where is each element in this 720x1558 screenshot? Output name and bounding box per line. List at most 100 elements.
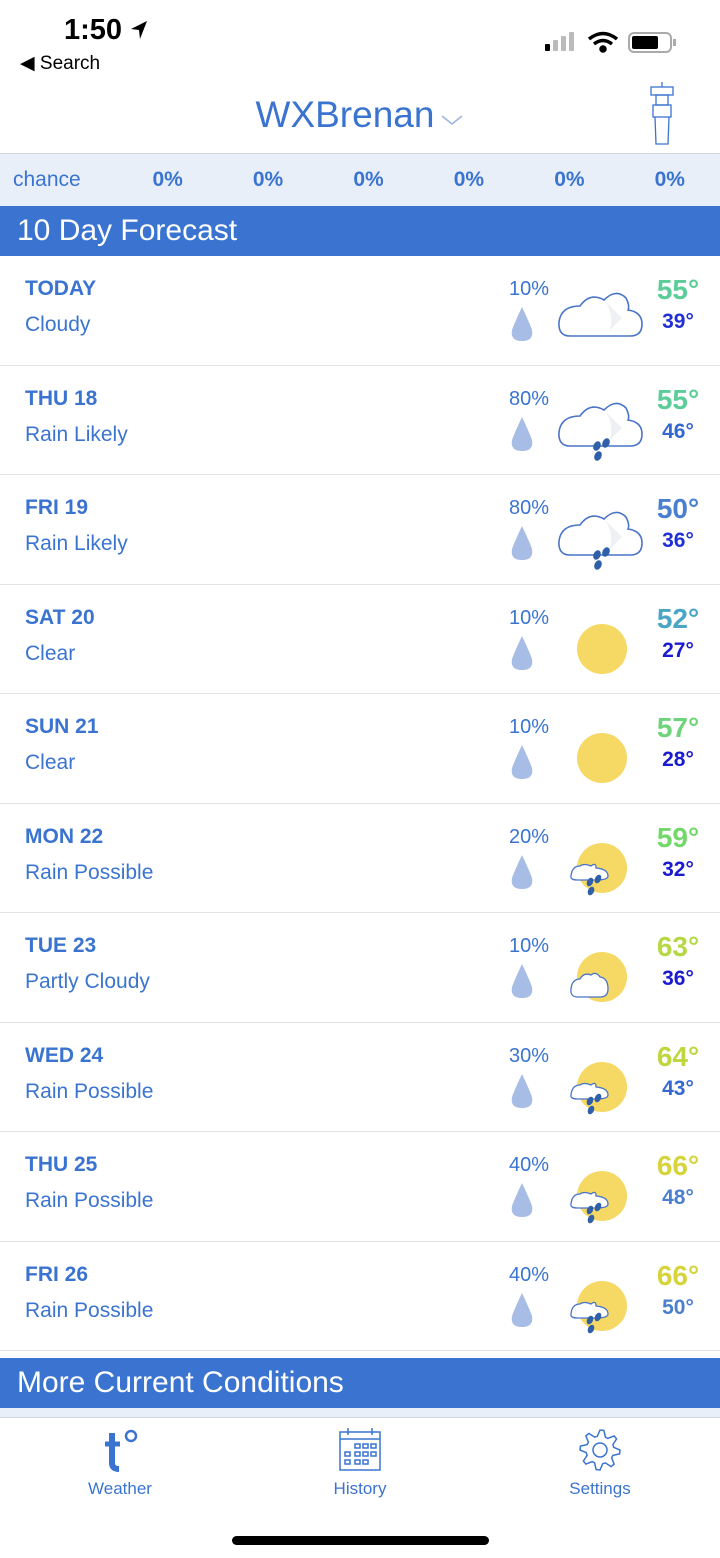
day-label: THU 25 [25,1153,98,1176]
condition-text: Rain Likely [25,532,128,555]
chance-value: 0% [252,168,284,191]
tab-history[interactable]: History [240,1419,480,1509]
hourly-chance-row: chance 0% 0% 0% 0% 0% 0% [0,153,720,206]
low-temp: 50° [662,1295,694,1319]
precip-chance: 10% [508,606,550,629]
day-label: TUE 23 [25,934,97,957]
tab-weather[interactable]: Weather [0,1419,240,1509]
calendar-icon [339,1428,381,1471]
high-temp: 66° [656,1259,700,1291]
tab-label: Settings [569,1479,631,1498]
rain-cloud-icon [558,511,643,570]
forecast-list: TODAY Cloudy 10% 55° 39° THU 18 Rain Like… [0,256,720,1351]
chance-value: 0% [554,168,585,191]
status-bar: 1:50 ◀ Search [0,0,720,80]
high-temp: 50° [656,493,700,524]
back-label: Search [39,53,101,74]
forecast-row[interactable]: THU 25 Rain Possible 40% 66° 48° [0,1132,720,1242]
forecast-section-header: 10 Day Forecast [0,206,720,256]
cloudy-icon [558,292,643,337]
forecast-row[interactable]: FRI 26 Rain Possible 40% 66° 50° [0,1242,720,1351]
location-arrow-icon [131,21,147,39]
condition-text: Rain Possible [25,860,154,884]
condition-text: Cloudy [25,313,91,336]
tab-bar: Weather History Settings [0,1419,720,1509]
raindrop-icon [511,1292,533,1327]
raindrop-icon [511,307,533,341]
station-selector[interactable]: WXBrenan [0,94,720,136]
gear-icon [579,1429,621,1471]
precip-chance: 80% [508,387,550,410]
sun-rain-icon [570,1280,627,1333]
high-temp: 55° [656,274,700,305]
day-label: SUN 21 [25,715,99,738]
day-label: FRI 19 [25,496,89,519]
sun-rain-icon [570,1171,627,1224]
back-to-search-link[interactable]: ◀ Search [20,53,101,74]
forecast-row[interactable]: TODAY Cloudy 10% 55° 39° [0,256,720,366]
low-temp: 36° [662,967,694,990]
raindrop-icon [511,635,533,670]
high-temp: 57° [656,712,700,743]
forecast-row[interactable]: THU 18 Rain Likely 80% 55° 46° [0,366,720,475]
low-temp: 39° [662,310,694,333]
low-temp: 28° [662,748,694,771]
precip-chance: 10% [508,716,550,738]
day-label: TODAY [25,277,97,300]
forecast-row[interactable]: SUN 21 Clear 10% 57° 28° [0,694,720,804]
forecast-row[interactable]: SAT 20 Clear 10% 52° 27° [0,585,720,694]
chance-label: chance [13,168,81,191]
high-temp: 59° [656,821,700,853]
status-icons [545,31,676,53]
precip-chance: 40% [508,1263,550,1286]
day-label: THU 18 [25,386,98,410]
clock: 1:50 [64,14,123,46]
condition-text: Partly Cloudy [25,970,150,993]
raindrop-icon [511,745,533,779]
chevron-down-icon [441,115,463,125]
precip-chance: 30% [508,1044,550,1067]
tab-settings[interactable]: Settings [480,1419,720,1509]
weather-station-icon[interactable] [648,82,676,146]
station-name: WXBrenan [255,94,435,135]
battery-icon [628,32,676,53]
high-temp: 64° [656,1040,700,1072]
forecast-row[interactable]: TUE 23 Partly Cloudy 10% 63° 36° [0,913,720,1023]
sun-icon [577,733,627,783]
precip-chance: 10% [508,278,550,300]
high-temp: 55° [656,383,700,415]
cellular-signal-icon [545,32,574,51]
partly-cloudy-icon [570,952,627,1002]
forecast-row[interactable]: MON 22 Rain Possible 20% 59° 32° [0,804,720,913]
forecast-row[interactable]: FRI 19 Rain Likely 80% 50° 36° [0,475,720,585]
chance-value: 0% [353,168,384,191]
low-temp: 27° [662,638,694,662]
condition-text: Clear [25,751,76,774]
low-temp: 48° [662,1186,694,1209]
day-label: WED 24 [25,1043,104,1067]
rain-cloud-icon [558,402,643,461]
low-temp: 43° [662,1076,694,1100]
more-conditions-header[interactable]: More Current Conditions [0,1358,720,1408]
condition-text: Rain Possible [25,1079,154,1103]
day-label: MON 22 [25,824,104,848]
chance-value: 0% [453,168,485,191]
sun-rain-icon [570,1061,627,1114]
chance-value: 0% [152,168,183,191]
chance-value: 0% [654,168,685,191]
wifi-icon [587,31,619,53]
forecast-row[interactable]: WED 24 Rain Possible 30% 64° 43° [0,1023,720,1132]
precip-chance: 80% [508,497,550,519]
low-temp: 36° [662,529,694,552]
low-temp: 32° [662,857,694,881]
condition-text: Clear [25,641,76,665]
sun-icon [577,623,627,674]
divider [0,1408,720,1418]
precip-chance: 10% [508,935,550,957]
low-temp: 46° [662,419,694,443]
app-header: WXBrenan [0,80,720,153]
raindrop-icon [511,526,533,560]
day-label: SAT 20 [25,605,95,629]
raindrop-icon [511,416,533,451]
raindrop-icon [511,964,533,998]
